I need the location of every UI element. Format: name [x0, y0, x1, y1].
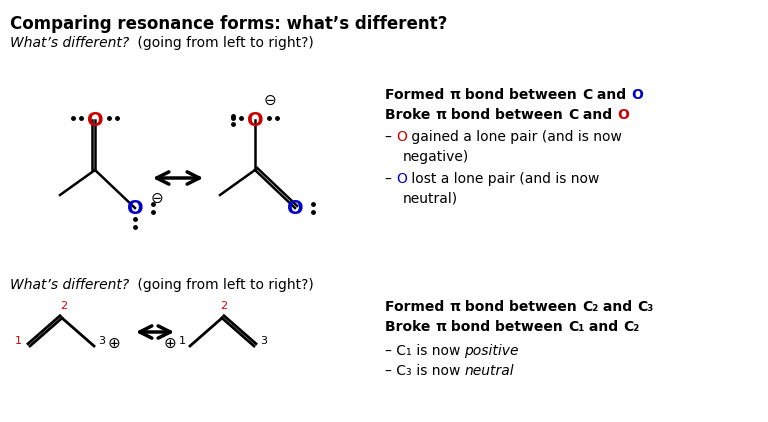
Text: bond between: bond between — [446, 108, 568, 122]
Text: bond between: bond between — [460, 88, 582, 102]
Text: lost a lone pair (and is now: lost a lone pair (and is now — [407, 172, 600, 186]
Text: positive: positive — [465, 344, 519, 358]
Text: O: O — [631, 88, 643, 102]
Text: π: π — [435, 108, 446, 122]
Text: negative): negative) — [403, 150, 469, 164]
Text: O: O — [617, 108, 629, 122]
Text: O: O — [127, 198, 144, 217]
Text: neutral): neutral) — [403, 192, 458, 206]
Text: 3: 3 — [260, 336, 267, 346]
Text: is now: is now — [412, 364, 465, 378]
Text: C₃: C₃ — [637, 300, 654, 314]
Text: C: C — [568, 108, 578, 122]
Text: O: O — [396, 172, 407, 186]
Text: O: O — [286, 198, 303, 217]
Text: neutral: neutral — [465, 364, 514, 378]
Text: –: – — [385, 130, 396, 144]
Text: – C₁: – C₁ — [385, 344, 412, 358]
Text: 1: 1 — [15, 336, 22, 346]
Text: Broke: Broke — [385, 108, 435, 122]
Text: C₂: C₂ — [624, 320, 640, 334]
Text: ⊖: ⊖ — [151, 190, 164, 206]
Text: is now: is now — [412, 344, 465, 358]
Text: – C₃: – C₃ — [385, 364, 412, 378]
Text: 1: 1 — [178, 336, 186, 346]
Text: What’s different?: What’s different? — [10, 278, 129, 292]
Text: (going from left to right?): (going from left to right?) — [133, 36, 314, 50]
Text: Formed: Formed — [385, 300, 449, 314]
Text: π: π — [449, 300, 460, 314]
Text: What’s different?: What’s different? — [10, 36, 129, 50]
Text: –: – — [385, 172, 396, 186]
Text: 2: 2 — [220, 301, 227, 311]
Text: Broke: Broke — [385, 320, 435, 334]
Text: Formed: Formed — [385, 88, 449, 102]
Text: and: and — [598, 300, 637, 314]
Text: C₁: C₁ — [568, 320, 584, 334]
Text: and: and — [592, 88, 631, 102]
Text: and: and — [584, 320, 624, 334]
Text: O: O — [247, 111, 263, 130]
Text: ⊕: ⊕ — [108, 335, 121, 351]
Text: O: O — [87, 111, 104, 130]
Text: O: O — [396, 130, 407, 144]
Text: Comparing resonance forms: what’s different?: Comparing resonance forms: what’s differ… — [10, 15, 448, 33]
Text: bond between: bond between — [460, 300, 582, 314]
Text: bond between: bond between — [446, 320, 568, 334]
Text: 3: 3 — [98, 336, 105, 346]
Text: gained a lone pair (and is now: gained a lone pair (and is now — [407, 130, 622, 144]
Text: C₂: C₂ — [582, 300, 598, 314]
Text: (going from left to right?): (going from left to right?) — [133, 278, 314, 292]
Text: and: and — [578, 108, 617, 122]
Text: ⊖: ⊖ — [263, 92, 276, 108]
Text: C: C — [582, 88, 592, 102]
Text: 2: 2 — [61, 301, 68, 311]
Text: π: π — [449, 88, 460, 102]
Text: π: π — [435, 320, 446, 334]
Text: ⊕: ⊕ — [164, 335, 177, 351]
